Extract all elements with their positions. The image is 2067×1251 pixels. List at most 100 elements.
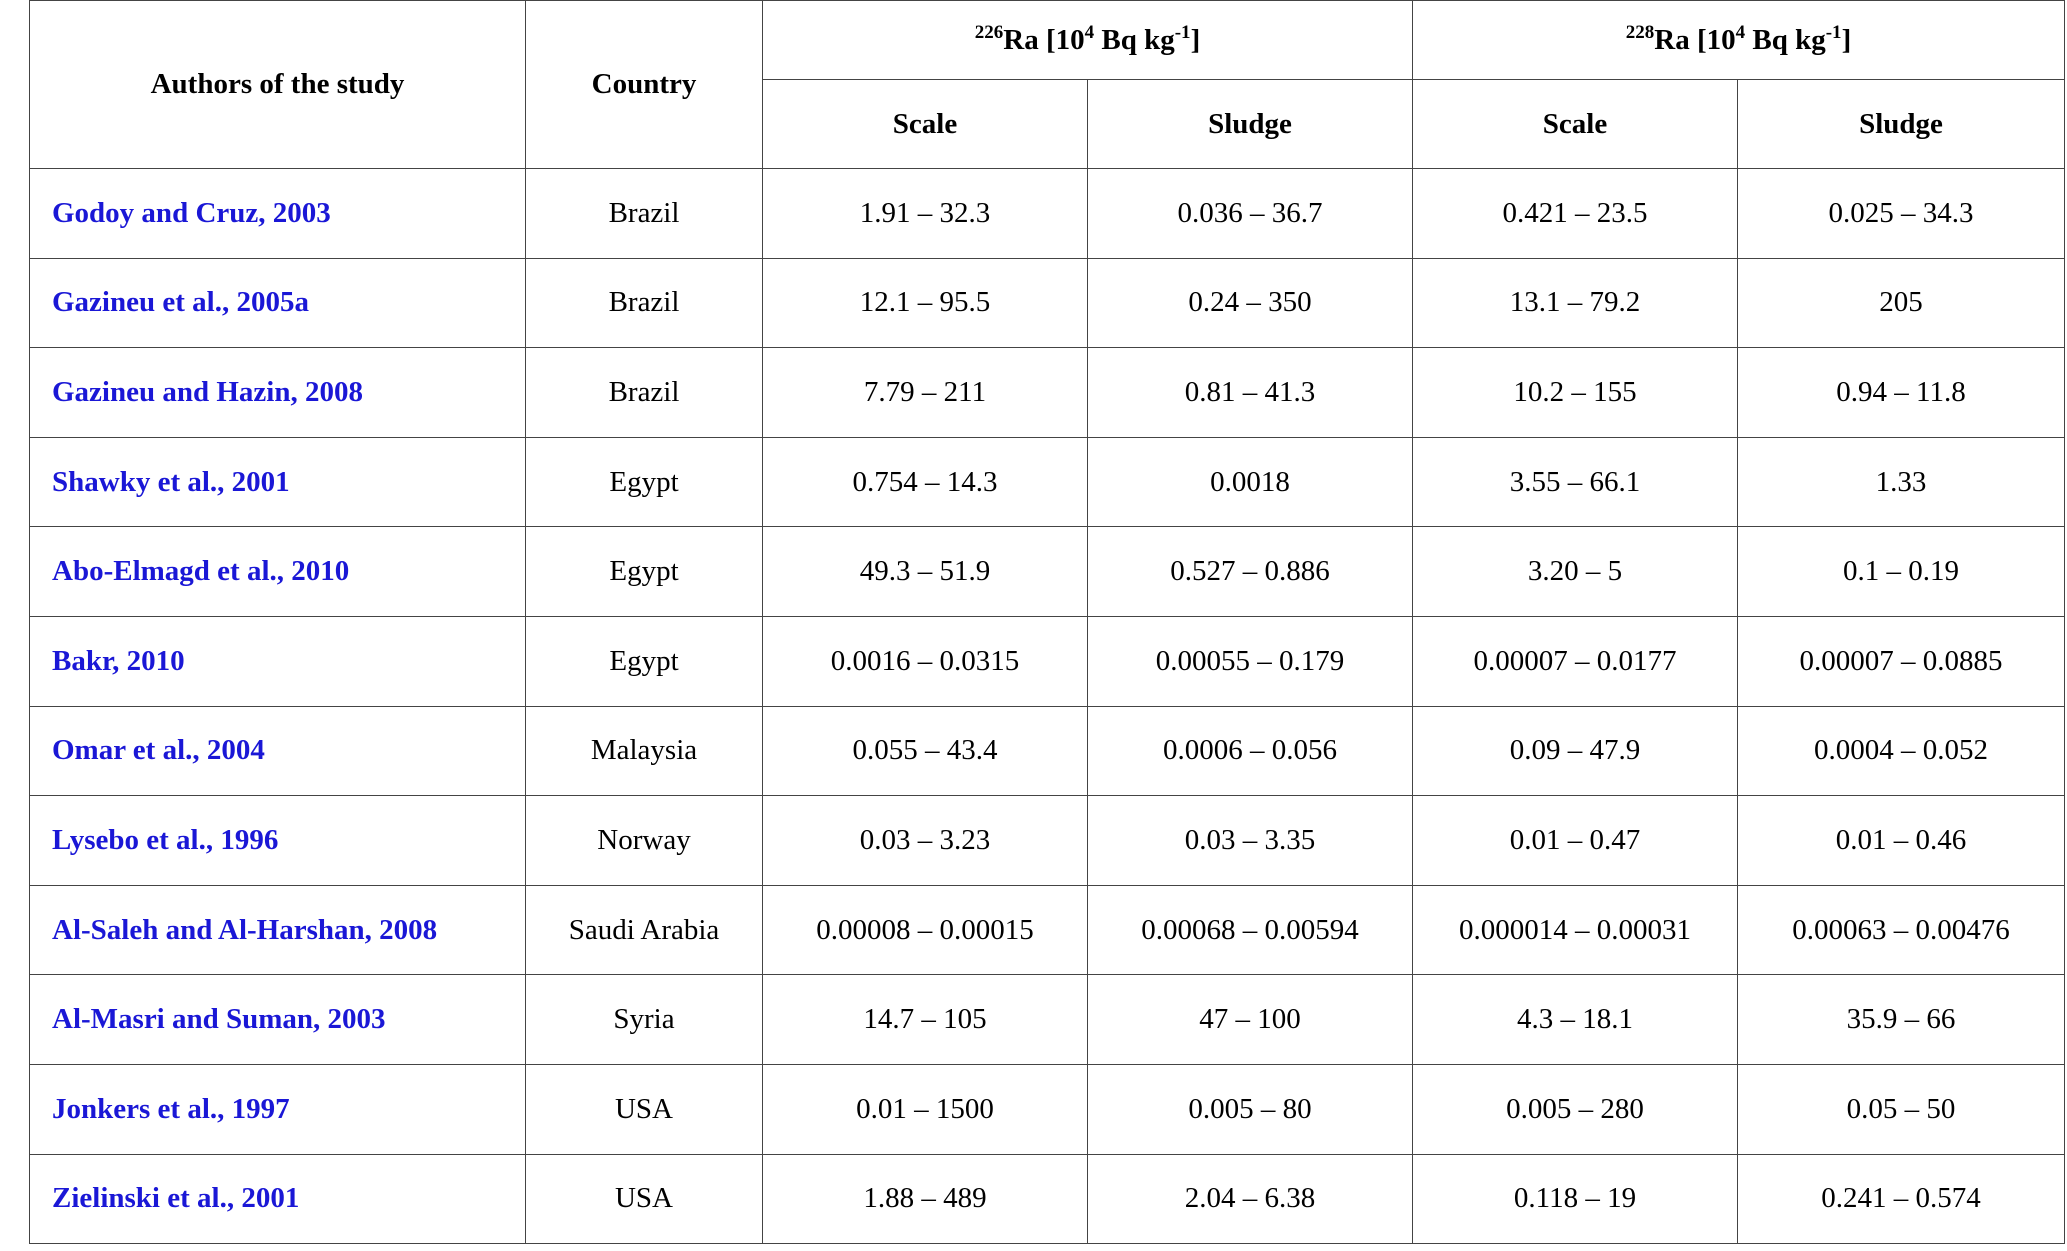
table-row: Jonkers et al., 1997 USA 0.01 – 1500 0.005 … bbox=[29, 1063, 2065, 1155]
author-cell: Al-Masri and Suman, 2003 bbox=[29, 974, 526, 1065]
table-row: Bakr, 2010 Egypt 0.0016 – 0.0315 0.00055 – … bbox=[29, 615, 2065, 707]
value-cell: 0.00063 – 0.00476 bbox=[1737, 884, 2065, 976]
value-cell: 0.81 – 41.3 bbox=[1087, 347, 1413, 438]
author-link[interactable]: Zielinski et al., 2001 bbox=[52, 1182, 300, 1215]
value-cell: 0.00055 – 0.179 bbox=[1087, 615, 1413, 707]
subheader-cell: Scale bbox=[762, 79, 1088, 169]
value-cell: 7.79 – 211 bbox=[762, 347, 1088, 438]
superscript: 4 bbox=[1084, 21, 1095, 43]
author-link[interactable]: Omar et al., 2004 bbox=[52, 734, 265, 767]
author-link[interactable]: Bakr, 2010 bbox=[52, 644, 185, 677]
value-cell: 0.055 – 43.4 bbox=[762, 705, 1088, 797]
value-cell: 0.421 – 23.5 bbox=[1412, 168, 1738, 259]
value-cell: 0.005 – 280 bbox=[1412, 1063, 1738, 1155]
value-cell: 0.00008 – 0.00015 bbox=[762, 884, 1088, 976]
value-cell: 0.00068 – 0.00594 bbox=[1087, 884, 1413, 976]
value-cell: 0.24 – 350 bbox=[1087, 257, 1413, 349]
author-link[interactable]: Gazineu et al., 2005a bbox=[52, 286, 309, 319]
value-cell: 0.527 – 0.886 bbox=[1087, 526, 1413, 617]
value-cell: 1.91 – 32.3 bbox=[762, 168, 1088, 259]
table-row: Omar et al., 2004 Malaysia 0.055 – 43.4 0.0… bbox=[29, 705, 2065, 797]
table-row: Lysebo et al., 1996 Norway 0.03 – 3.23 0.03… bbox=[29, 795, 2065, 886]
country-cell: USA bbox=[525, 1153, 763, 1245]
value-cell: 0.94 – 11.8 bbox=[1737, 347, 2065, 438]
subheader-cell: Sludge bbox=[1737, 79, 2065, 169]
author-link[interactable]: Al-Masri and Suman, 2003 bbox=[52, 1003, 386, 1036]
author-cell: Lysebo et al., 1996 bbox=[29, 795, 526, 886]
subheader-cell: Scale bbox=[1412, 79, 1738, 169]
author-cell: Gazineu and Hazin, 2008 bbox=[29, 347, 526, 438]
author-link[interactable]: Shawky et al., 2001 bbox=[52, 465, 290, 498]
value-cell: 0.1 – 0.19 bbox=[1737, 526, 2065, 617]
value-cell: 0.03 – 3.35 bbox=[1087, 795, 1413, 886]
value-cell: 12.1 – 95.5 bbox=[762, 257, 1088, 349]
value-cell: 0.0018 bbox=[1087, 436, 1413, 528]
author-link[interactable]: Al-Saleh and Al-Harshan, 2008 bbox=[52, 913, 438, 946]
value-cell: 0.025 – 34.3 bbox=[1737, 168, 2065, 259]
value-cell: 4.3 – 18.1 bbox=[1412, 974, 1738, 1065]
value-cell: 0.05 – 50 bbox=[1737, 1063, 2065, 1155]
country-cell: Brazil bbox=[525, 347, 763, 438]
value-cell: 0.01 – 0.46 bbox=[1737, 795, 2065, 886]
country-cell: USA bbox=[525, 1063, 763, 1155]
header-cell: Country bbox=[525, 0, 763, 169]
value-cell: 1.33 bbox=[1737, 436, 2065, 528]
author-cell: Shawky et al., 2001 bbox=[29, 436, 526, 528]
value-cell: 0.03 – 3.23 bbox=[762, 795, 1088, 886]
superscript: 226 bbox=[974, 21, 1004, 43]
header-row: Scale Sludge Scale Sludge bbox=[30, 79, 2065, 169]
author-cell: Bakr, 2010 bbox=[29, 615, 526, 707]
value-cell: 0.01 – 1500 bbox=[762, 1063, 1088, 1155]
country-cell: Egypt bbox=[525, 436, 763, 528]
header-text: Ra [10 bbox=[1003, 23, 1085, 56]
group-header-cell: 228Ra [104 Bq kg-1] bbox=[1412, 0, 2065, 80]
table-row: Gazineu et al., 2005a Brazil 12.1 – 95.5 0.… bbox=[29, 257, 2065, 349]
value-cell: 1.88 – 489 bbox=[762, 1153, 1088, 1245]
author-cell: Gazineu et al., 2005a bbox=[29, 257, 526, 349]
header-text: Bq kg bbox=[1094, 23, 1175, 56]
author-link[interactable]: Godoy and Cruz, 2003 bbox=[52, 196, 331, 229]
table-header: Authors of the study Country 226Ra [104 Bq… bbox=[29, 0, 2065, 169]
author-link[interactable]: Abo-Elmagd et al., 2010 bbox=[52, 555, 350, 588]
value-cell: 0.000014 – 0.00031 bbox=[1412, 884, 1738, 976]
header-text: Bq kg bbox=[1745, 23, 1826, 56]
author-cell: Jonkers et al., 1997 bbox=[29, 1063, 526, 1155]
value-cell: 10.2 – 155 bbox=[1412, 347, 1738, 438]
country-cell: Syria bbox=[525, 974, 763, 1065]
value-cell: 0.0016 – 0.0315 bbox=[762, 615, 1088, 707]
value-cell: 35.9 – 66 bbox=[1737, 974, 2065, 1065]
superscript: -1 bbox=[1825, 21, 1842, 43]
value-cell: 47 – 100 bbox=[1087, 974, 1413, 1065]
country-cell: Norway bbox=[525, 795, 763, 886]
value-cell: 0.005 – 80 bbox=[1087, 1063, 1413, 1155]
header-text: ] bbox=[1841, 23, 1852, 56]
superscript: 4 bbox=[1735, 21, 1746, 43]
country-cell: Brazil bbox=[525, 257, 763, 349]
value-cell: 0.036 – 36.7 bbox=[1087, 168, 1413, 259]
header-row: Authors of the study Country 226Ra [104 Bq… bbox=[29, 0, 2065, 169]
author-link[interactable]: Lysebo et al., 1996 bbox=[52, 823, 279, 856]
group-header-cell: 226Ra [104 Bq kg-1] bbox=[762, 0, 1413, 80]
table-row: Godoy and Cruz, 2003 Brazil 1.91 – 32.3 0.0… bbox=[29, 168, 2065, 259]
author-link[interactable]: Jonkers et al., 1997 bbox=[52, 1092, 290, 1125]
value-cell: 0.01 – 0.47 bbox=[1412, 795, 1738, 886]
author-cell: Zielinski et al., 2001 bbox=[29, 1153, 526, 1245]
country-cell: Egypt bbox=[525, 615, 763, 707]
table-row: Al-Saleh and Al-Harshan, 2008 Saudi Arabi… bbox=[29, 884, 2065, 976]
value-cell: 205 bbox=[1737, 257, 2065, 349]
author-cell: Godoy and Cruz, 2003 bbox=[29, 168, 526, 259]
header-text: Ra [10 bbox=[1654, 23, 1736, 56]
value-cell: 3.55 – 66.1 bbox=[1412, 436, 1738, 528]
country-cell: Saudi Arabia bbox=[525, 884, 763, 976]
value-cell: 2.04 – 6.38 bbox=[1087, 1153, 1413, 1245]
table-row: Abo-Elmagd et al., 2010 Egypt 49.3 – 51.9 0… bbox=[29, 526, 2065, 617]
value-cell: 0.241 – 0.574 bbox=[1737, 1153, 2065, 1245]
value-cell: 14.7 – 105 bbox=[762, 974, 1088, 1065]
value-cell: 3.20 – 5 bbox=[1412, 526, 1738, 617]
author-link[interactable]: Gazineu and Hazin, 2008 bbox=[52, 375, 363, 408]
header-cell: Authors of the study bbox=[29, 0, 526, 169]
value-cell: 13.1 – 79.2 bbox=[1412, 257, 1738, 349]
superscript: 228 bbox=[1625, 21, 1655, 43]
value-cell: 0.09 – 47.9 bbox=[1412, 705, 1738, 797]
country-cell: Egypt bbox=[525, 526, 763, 617]
